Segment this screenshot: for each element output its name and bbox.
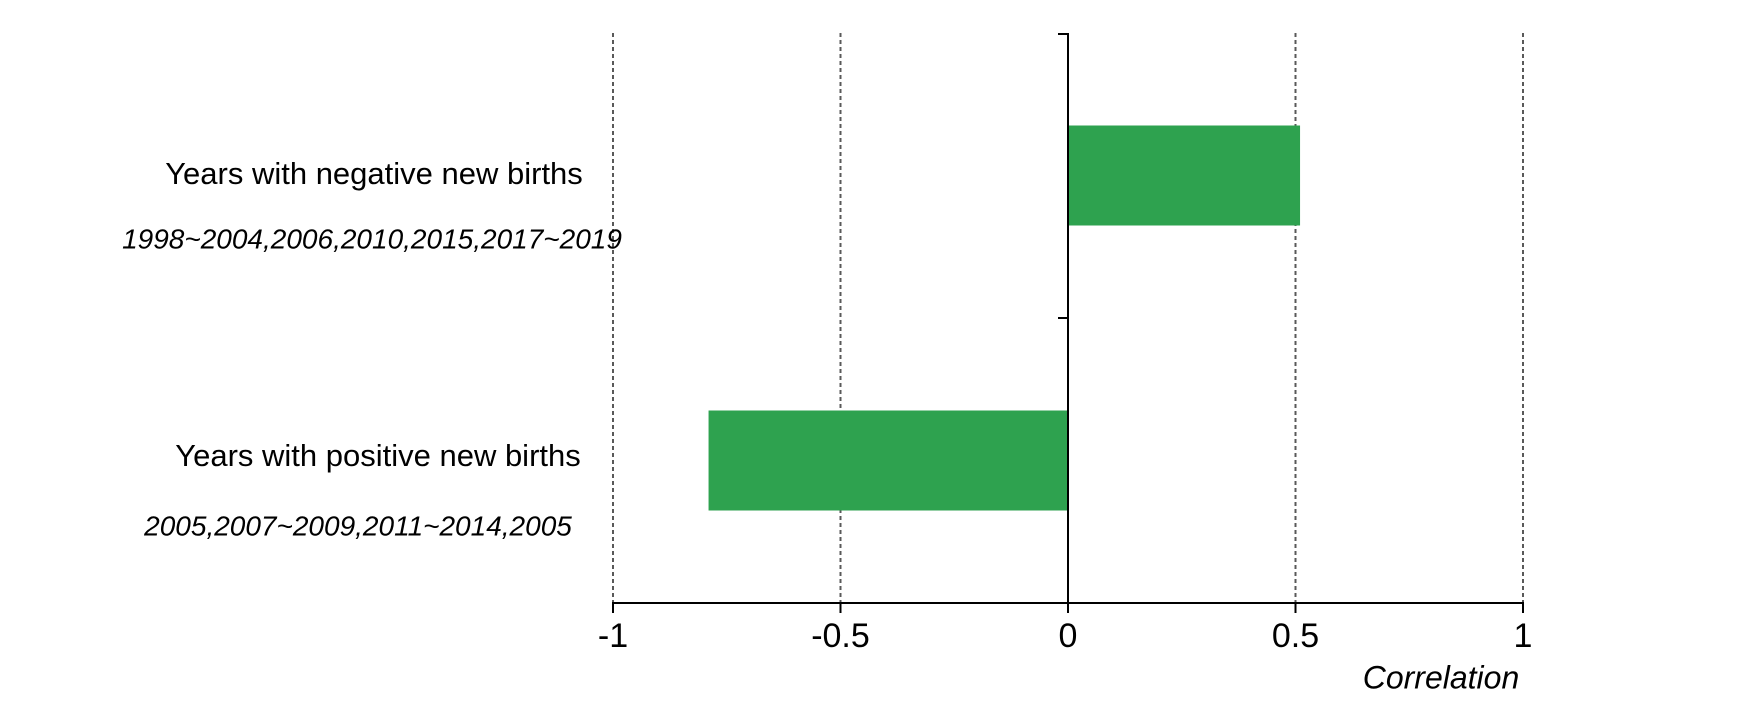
x-tick-label: 0: [1058, 617, 1078, 655]
x-tick-label: -1: [597, 617, 629, 655]
category-label-positive-new-births: Years with positive new births: [175, 437, 581, 473]
category-label-negative-new-births: Years with negative new births: [165, 155, 583, 191]
bar: [1068, 125, 1301, 226]
x-tick-label: 1: [1513, 617, 1533, 655]
x-tick-label: 0.5: [1271, 617, 1320, 655]
bar: [708, 410, 1068, 511]
x-tick-label: -0.5: [811, 617, 870, 655]
category-subtitle-negative-new-births: 1998~2004,2006,2010,2015,2017~2019: [122, 223, 622, 255]
x-axis-title: Correlation: [1362, 659, 1520, 696]
category-subtitle-positive-new-births: 2005,2007~2009,2011~2014,2005: [144, 510, 572, 542]
